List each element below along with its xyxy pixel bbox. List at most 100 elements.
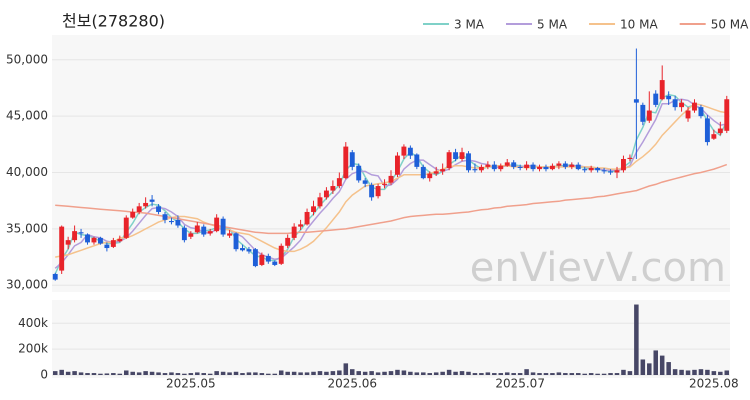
volume-panel (52, 300, 730, 378)
volume-bar (324, 371, 329, 375)
volume-bar (698, 369, 704, 375)
candle-body (272, 261, 278, 265)
candle-body (724, 99, 730, 131)
volume-bar (530, 372, 536, 375)
volume-bar (123, 370, 129, 375)
volume-bar (401, 370, 407, 375)
volume-bar (485, 372, 491, 375)
chart-title: 천보(278280) (62, 12, 165, 31)
candle-body (711, 134, 717, 139)
candle-body (595, 168, 601, 171)
volume-bar (388, 371, 394, 375)
volume-bar (446, 369, 452, 375)
volume-bar (304, 372, 310, 375)
volume-bar (666, 362, 671, 375)
candle-body (304, 211, 310, 225)
candle-body (136, 206, 142, 212)
y-tick-label: 200k (18, 342, 48, 356)
candle-body (524, 164, 530, 169)
volume-bar (692, 369, 697, 375)
volume-bar (705, 369, 710, 375)
candle-body (252, 249, 258, 267)
candle-body (227, 233, 233, 236)
candle-body (220, 218, 226, 235)
volume-bar (659, 355, 665, 375)
candle-body (549, 165, 555, 170)
candle-body (627, 157, 633, 159)
volume-bar (59, 369, 64, 375)
candle-body (317, 197, 323, 207)
candle-body (188, 233, 194, 237)
volume-bar (182, 373, 187, 375)
volume-bar (362, 371, 368, 375)
candle-body (72, 231, 78, 241)
candle-body (349, 152, 355, 167)
volume-bar (369, 371, 374, 375)
volume-bar (272, 373, 278, 375)
candle-body (285, 237, 291, 246)
volume-bar (556, 372, 562, 375)
volume-bar (240, 373, 245, 375)
volume-bar (72, 371, 77, 375)
candle-body (537, 166, 542, 170)
candle-body (181, 227, 187, 241)
candle-body (175, 219, 181, 226)
volume-bar (285, 371, 290, 375)
volume-bar (414, 372, 420, 375)
volume-bar (356, 371, 361, 375)
candle-body (291, 226, 297, 238)
volume-bar (266, 373, 271, 375)
volume-bar (588, 373, 594, 375)
y-tick-label: 45,000 (6, 109, 48, 123)
x-tick-label: 2025.06 (327, 377, 377, 391)
legend-label: 5 MA (537, 18, 568, 32)
candle-body (543, 166, 549, 170)
volume-bar (78, 372, 84, 375)
volume-bar (601, 373, 607, 375)
volume-bar (427, 373, 433, 375)
candle-body (414, 154, 420, 167)
candle-body (517, 166, 523, 169)
volume-bar (569, 373, 575, 375)
candle-body (214, 217, 220, 232)
volume-bar (227, 372, 232, 375)
volume-bar (724, 370, 730, 375)
volume-bar (575, 373, 581, 375)
candle-body (97, 237, 103, 244)
volume-bar (395, 369, 400, 375)
candle-body (311, 206, 316, 212)
volume-bar (614, 373, 620, 375)
candle-body (336, 178, 342, 187)
candle-body (614, 170, 620, 173)
candle-body (633, 99, 639, 103)
candle-body (169, 220, 174, 223)
candle-body (207, 231, 213, 234)
legend: 3 MA 5 MA 10 MA 50 MA (423, 18, 749, 32)
volume-bar (679, 369, 684, 375)
volume-bar (550, 373, 555, 375)
volume-bar (298, 372, 303, 375)
candle-body (65, 240, 71, 245)
candle-body (511, 162, 517, 167)
y-tick-label: 50,000 (6, 52, 48, 66)
y-tick-label: 35,000 (6, 221, 48, 235)
candle-body (666, 95, 672, 100)
volume-bar (524, 369, 529, 375)
volume-bar (214, 371, 219, 375)
volume-bar (195, 372, 200, 375)
candle-body (330, 186, 336, 191)
candle-body (569, 164, 575, 167)
volume-bar (201, 373, 207, 375)
candle-body (692, 102, 697, 111)
candle-body (162, 214, 168, 220)
volume-bar (653, 350, 659, 375)
volume-bar (246, 372, 252, 375)
candle-body (504, 162, 510, 166)
y-tick-label: 40,000 (6, 165, 48, 179)
candle-body (130, 211, 136, 218)
candle-body (646, 110, 652, 121)
volume-bar (233, 371, 239, 375)
candle-body (149, 199, 155, 202)
volume-bar (207, 373, 213, 375)
